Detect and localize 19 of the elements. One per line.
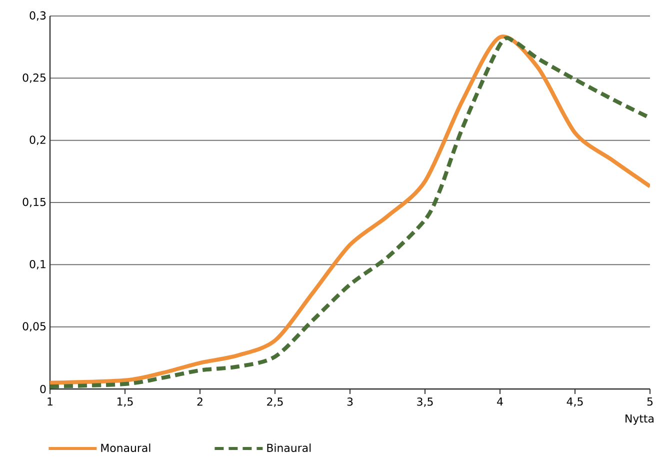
x-axis-title: Nytta (626, 414, 654, 425)
x-tick-label: 3,5 (417, 398, 433, 407)
x-tick-label: 1,5 (117, 398, 133, 407)
y-tick-label: 0,3 (30, 11, 46, 21)
y-tick-label: 0,1 (30, 260, 46, 270)
x-tick-label: 5 (647, 398, 653, 406)
legend-label: Monaural (101, 444, 150, 452)
x-tick-label: 3 (347, 398, 353, 406)
x-tick-label: 4 (497, 398, 503, 406)
y-tick-label: 0,05 (22, 322, 46, 332)
x-tick-label: 2,5 (267, 398, 283, 407)
y-tick-label: 0,25 (22, 73, 46, 83)
x-tick-label: 1 (48, 398, 52, 406)
x-tick-label: 4,5 (566, 398, 583, 407)
y-tick-label: 0 (40, 384, 46, 394)
y-tick-label: 0,2 (30, 136, 46, 146)
y-tick-label: 0,15 (22, 198, 46, 208)
legend-label: Binaural (267, 444, 311, 452)
x-tick-label: 2 (197, 398, 202, 406)
